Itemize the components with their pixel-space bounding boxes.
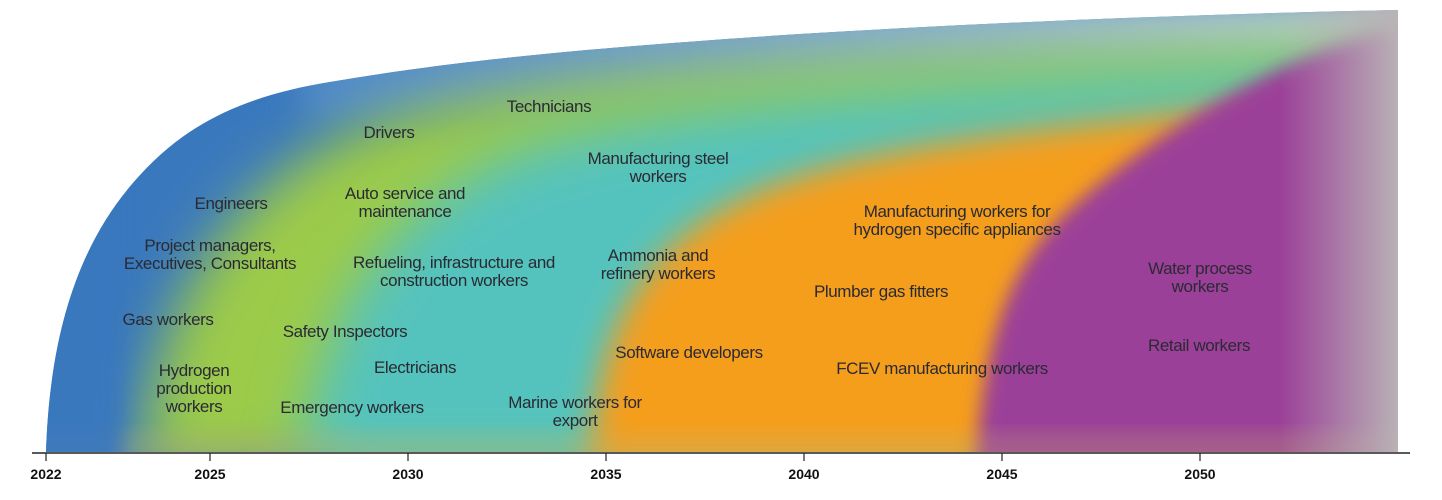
label-refueling-infrastructure: Refueling, infrastructure and constructio… [353, 253, 555, 290]
label-marine-workers: Marine workers for export [508, 393, 642, 430]
label-engineers: Engineers [194, 194, 268, 213]
tick-2030: 2030 [392, 466, 424, 482]
label-technicians: Technicians [506, 97, 592, 116]
label-ammonia-refinery: Ammonia and refinery workers [600, 246, 716, 283]
label-electricians: Electricians [373, 358, 457, 377]
label-retail-workers: Retail workers [1147, 336, 1251, 355]
label-water-process: Water process workers [1148, 259, 1252, 296]
tick-2035: 2035 [590, 466, 622, 482]
label-drivers: Drivers [363, 123, 415, 142]
x-axis [32, 452, 1410, 461]
label-plumber: Plumber gas fitters [813, 282, 949, 301]
label-auto-service: Auto service and maintenance [344, 184, 466, 221]
label-mfg-hydrogen-appliances: Manufacturing workers for hydrogen specif… [853, 202, 1061, 239]
chart-area [46, 10, 1398, 452]
label-fcev: FCEV manufacturing workers [836, 359, 1048, 378]
tick-2040: 2040 [788, 466, 820, 482]
label-manufacturing-steel-workers: Manufacturing steel workers [587, 149, 729, 186]
tick-2025: 2025 [194, 466, 226, 482]
label-gas-workers: Gas workers [122, 310, 214, 329]
label-project-managers: Project managers, Executives, Consultants [123, 236, 297, 273]
tick-2045: 2045 [986, 466, 1018, 482]
tick-2022: 2022 [30, 466, 62, 482]
label-hydrogen-production: Hydrogen production workers [156, 361, 232, 416]
label-safety-inspectors: Safety Inspectors [282, 322, 408, 341]
label-software-developers: Software developers [615, 343, 763, 362]
label-emergency-workers: Emergency workers [280, 398, 424, 417]
tick-2050: 2050 [1184, 466, 1216, 482]
